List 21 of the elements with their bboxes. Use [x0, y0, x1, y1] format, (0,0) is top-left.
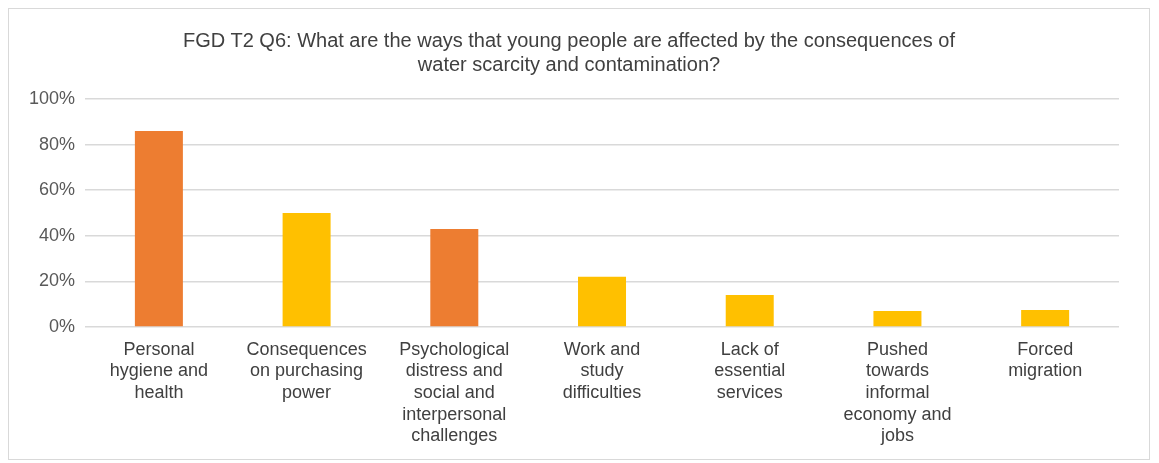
x-tick-label: Work and study difficulties	[562, 338, 642, 402]
x-tick-label: Consequences on purchasing power	[246, 338, 367, 402]
y-tick-label: 40%	[39, 224, 76, 245]
y-tick-label: 20%	[39, 270, 76, 291]
bar	[873, 311, 922, 327]
bar	[430, 228, 479, 327]
x-tick-label: Lack of essential services	[714, 338, 786, 402]
chart-title: FGD T2 Q6: What are the ways that young people are affected by the consequences of water scarcity and contamination?	[183, 28, 956, 75]
x-tick-label: Psychological distress and social and interpersonal challenges	[399, 338, 510, 446]
x-tick-label: Forced migration	[1008, 338, 1083, 381]
bar	[725, 295, 774, 327]
y-tick-label: 100%	[28, 87, 76, 108]
y-tick-label: 60%	[39, 179, 76, 200]
bar	[1021, 309, 1070, 327]
x-tick-label: Personal hygiene and health	[109, 338, 208, 402]
bar	[134, 130, 183, 327]
bar	[578, 276, 627, 327]
y-tick-label: 80%	[39, 133, 76, 154]
y-tick-label: 0%	[49, 315, 76, 336]
x-tick-label: Pushed towards informal economy and jobs	[843, 338, 952, 446]
bar	[282, 213, 331, 327]
